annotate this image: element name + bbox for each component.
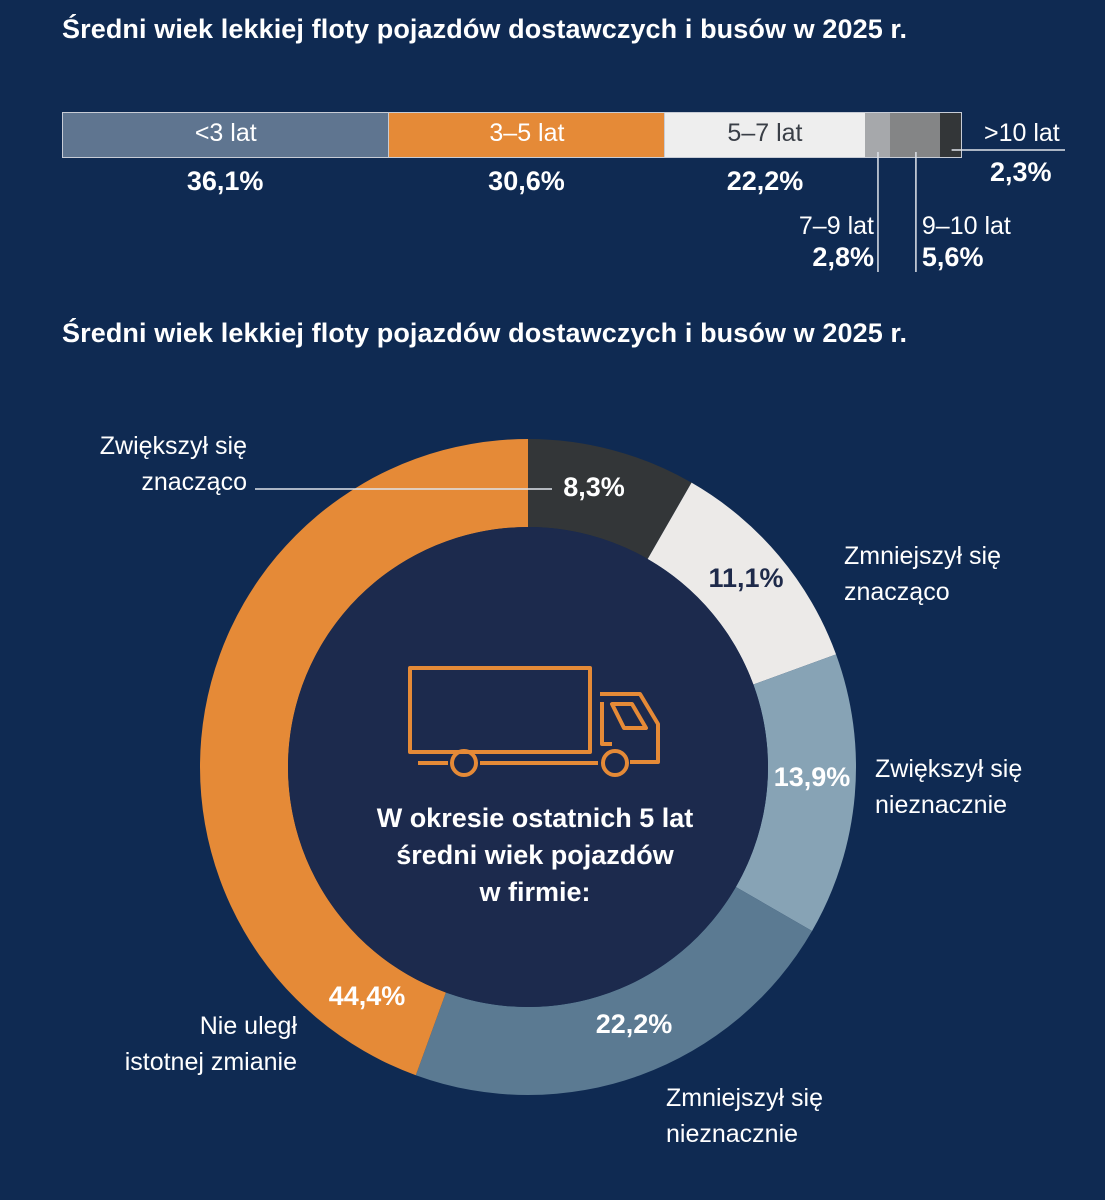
donut-category-label-3: Zmniejszył się nieznacznie <box>666 1080 823 1152</box>
bar-segment-label-1: 3–5 lat <box>489 119 565 147</box>
bar-category-label-over-10: >10 lat <box>984 119 1060 147</box>
bar-value-label-1: 30,6% <box>488 166 565 196</box>
bar-segment-5 <box>940 113 961 157</box>
donut-slice-0 <box>528 439 692 559</box>
donut-value-label-1: 11,1% <box>708 563 784 593</box>
donut-category-label-1: Zmniejszył się znacząco <box>844 538 1001 610</box>
donut-slice-4 <box>199 439 528 1076</box>
donut-slice-1 <box>647 482 837 685</box>
bar-value-label-over-10: 2,3% <box>990 157 1052 187</box>
donut-category-label-1-line-0: Zmniejszył się <box>844 542 1001 570</box>
donut-category-label-0-line-1: znacząco <box>141 468 247 496</box>
donut-category-label-2-line-0: Zwiększył się <box>875 755 1023 783</box>
bar-leader-lines <box>877 149 1065 272</box>
bar-segment-2: 5–7 lat <box>664 113 865 157</box>
bar-segment-3 <box>864 113 890 157</box>
bar-segment-0: <3 lat <box>63 113 389 157</box>
donut-category-label-4: Nie uległ istotnej zmianie <box>125 1008 297 1080</box>
donut-value-label-4: 44,4% <box>328 981 406 1011</box>
donut-category-label-1-line-1: znacząco <box>844 578 950 606</box>
bar-segment-4 <box>889 113 941 157</box>
center-text-line-3: w firmie: <box>479 877 591 907</box>
bar-segment-1: 3–5 lat <box>388 113 665 157</box>
bar-value-label-7-9: 2,8% <box>812 242 874 272</box>
donut-category-label-4-line-1: istotnej zmianie <box>124 1048 297 1076</box>
donut-category-label-2-line-1: nieznacznie <box>875 791 1008 819</box>
donut-slice-3 <box>415 887 813 1095</box>
center-text-line-2: średni wiek pojazdów <box>396 840 674 870</box>
center-text-line-1: W okresie ostatnich 5 lat <box>376 803 694 833</box>
truck-icon <box>408 666 660 777</box>
donut-hole <box>288 527 768 1007</box>
bar-segment-label-2: 5–7 lat <box>727 119 803 147</box>
donut-category-label-0-line-0: Zwiększył się <box>99 432 247 460</box>
donut-category-label-0: Zwiększył się znacząco <box>100 428 247 500</box>
donut-slice-2 <box>735 654 856 931</box>
donut-category-label-3-line-0: Zmniejszył się <box>666 1084 823 1112</box>
donut-category-label-2: Zwiększył się nieznacznie <box>875 751 1022 823</box>
bar-category-label-7-9: 7–9 lat <box>798 212 874 240</box>
bar-segment-label-0: <3 lat <box>194 119 257 147</box>
donut-value-label-3: 22,2% <box>595 1009 673 1039</box>
donut-category-label-4-line-0: Nie uległ <box>199 1012 297 1040</box>
stacked-age-bar: <3 lat 3–5 lat 5–7 lat <box>62 112 962 158</box>
bar-chart-title: Średni wiek lekkiej floty pojazdów dosta… <box>62 14 908 44</box>
donut-chart-title: Średni wiek lekkiej floty pojazdów dosta… <box>62 318 908 348</box>
donut-value-label-2: 13,9% <box>773 762 851 792</box>
bar-value-label-9-10: 5,6% <box>921 242 984 272</box>
bar-value-label-0: 36,1% <box>186 166 264 196</box>
bar-category-label-9-10: 9–10 lat <box>921 212 1011 240</box>
donut-value-label-0: 8,3% <box>563 472 625 502</box>
donut-center-text: W okresie ostatnich 5 lat średni wiek po… <box>330 800 740 911</box>
donut-category-label-3-line-1: nieznacznie <box>666 1120 799 1148</box>
bar-value-label-2: 22,2% <box>726 166 804 196</box>
